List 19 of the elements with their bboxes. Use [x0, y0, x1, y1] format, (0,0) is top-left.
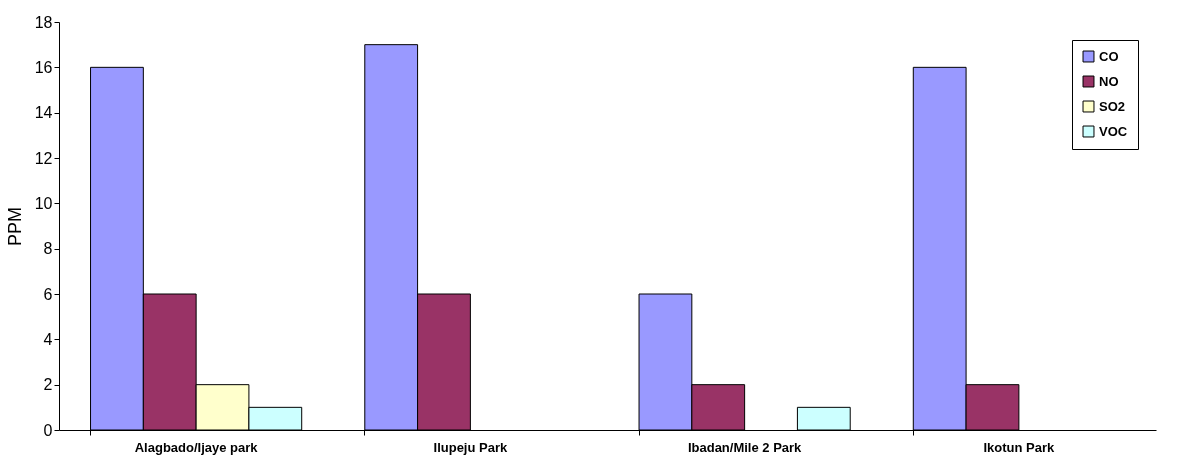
y-tick-label: 4: [43, 330, 53, 348]
y-axis-title: PPM: [4, 206, 25, 247]
x-tick-label: Ibadan/Mile 2 Park: [687, 439, 803, 455]
y-tick-label: 12: [34, 149, 53, 167]
y-tick-label: 16: [34, 58, 53, 76]
y-tick-label: 8: [43, 240, 53, 258]
legend-label: CO: [1099, 48, 1119, 64]
x-tick-label: Ilupeju Park: [433, 439, 508, 455]
y-tick-label: 14: [34, 104, 53, 122]
legend-label: SO2: [1099, 98, 1126, 114]
x-tick-label: Ikotun Park: [983, 439, 1056, 455]
y-tick-label: 6: [43, 285, 53, 303]
x-tick-label: Alagbado/Ijaye park: [134, 439, 259, 455]
y-tick-label: 2: [43, 376, 53, 394]
y-tick-label: 10: [34, 194, 53, 212]
y-tick-label: 18: [34, 13, 53, 31]
y-tick-label: 0: [43, 421, 53, 439]
legend-label: NO: [1099, 73, 1119, 89]
legend-label: VOC: [1099, 123, 1128, 139]
